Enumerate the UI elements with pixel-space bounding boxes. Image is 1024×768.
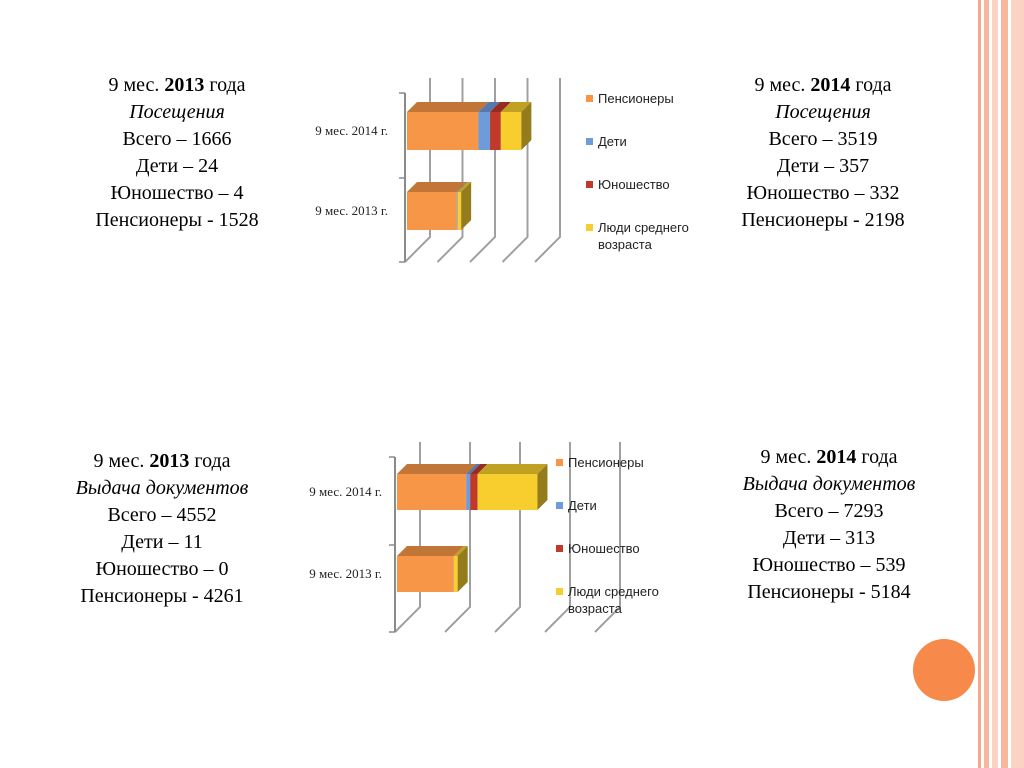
bar-top-3 — [453, 546, 468, 556]
category-label: 9 мес. 2013 г. — [309, 566, 382, 581]
legend-label: Юношество — [598, 177, 670, 192]
documents-2014-total: Всего – 7293 — [774, 500, 884, 522]
bar-2013-series-0 — [407, 192, 457, 230]
visits-2013-summary: 9 мес. 2013 года Посещения Всего – 1666 … — [62, 72, 292, 234]
visits-2013-children: Дети – 24 — [135, 155, 219, 177]
legend-swatch — [556, 588, 563, 595]
bar-top-0 — [407, 182, 467, 192]
bar-top-2 — [457, 182, 468, 192]
visits-2013-period: 9 мес. 2013 года — [108, 74, 246, 96]
bar-top-2 — [490, 102, 511, 112]
category-label: 9 мес. 2014 г. — [309, 484, 382, 499]
bar-2014-series-1 — [478, 112, 491, 150]
gridline — [534, 78, 561, 263]
documents-2013-period: 9 мес. 2013 года — [93, 450, 231, 472]
bar-2014-series-1 — [466, 474, 471, 510]
visits-2013-subtitle: Посещения — [129, 101, 225, 123]
documents-2014-children: Дети – 313 — [782, 527, 876, 549]
gridline — [544, 442, 571, 633]
documents-2014-subtitle: Выдача документов — [742, 473, 916, 495]
documents-bar-chart: 9 мес. 2014 г. 9 мес. 2013 г. — [309, 442, 621, 633]
bar-2013-series-0 — [397, 556, 454, 592]
documents-2013-pensioners: Пенсионеры - 4261 — [80, 585, 244, 607]
frame-stripe-2 — [984, 0, 989, 768]
legend-label: Юношество — [568, 541, 640, 556]
bar-2013-series-3 — [457, 192, 462, 230]
bar-top-0 — [407, 102, 489, 112]
legend-label: Пенсионеры — [598, 91, 674, 106]
bar-top-1 — [478, 102, 501, 112]
bar-side — [537, 464, 548, 510]
visits-2014-youth: Юношество – 332 — [746, 182, 900, 204]
bar-side — [457, 546, 468, 592]
legend-label: Дети — [568, 498, 597, 513]
legend-swatch — [586, 138, 593, 145]
bar-2014-series-0 — [397, 474, 467, 510]
gridline — [594, 442, 621, 633]
category-label: 9 мес. 2014 г. — [315, 123, 388, 138]
bar-2013-series-3 — [453, 556, 458, 592]
legend-swatch — [586, 181, 593, 188]
visits-chart-legend: Пенсионеры Дети Юношество Люди среднего воз… — [586, 90, 736, 270]
category-label: 9 мес. 2013 г. — [315, 203, 388, 218]
documents-2013-summary: 9 мес. 2013 года Выдача документов Всего… — [47, 448, 277, 610]
legend-swatch — [556, 459, 563, 466]
legend-label: Дети — [598, 134, 627, 149]
bar-2013-series-1 — [456, 192, 458, 230]
visits-2014-summary: 9 мес. 2014 года Посещения Всего – 3519 … — [708, 72, 938, 234]
frame-stripe-5 — [1011, 0, 1024, 768]
bar-2014-series-3 — [477, 474, 538, 510]
bar-side — [461, 182, 472, 230]
documents-2014-period: 9 мес. 2014 года — [760, 446, 898, 468]
bar-2014-series-2 — [470, 474, 478, 510]
bar-top-2 — [470, 464, 488, 474]
bar-2014-series-3 — [500, 112, 522, 150]
bar-top-3 — [477, 464, 548, 474]
visits-bar-chart: 9 мес. 2014 г. 9 мес. 2013 г. — [315, 78, 561, 263]
visits-2014-pensioners: Пенсионеры - 2198 — [741, 209, 905, 231]
documents-2013-subtitle: Выдача документов — [75, 477, 249, 499]
visits-2014-children: Дети – 357 — [776, 155, 870, 177]
decorative-circle — [913, 639, 975, 701]
bar-top-0 — [397, 546, 464, 556]
documents-2014-summary: 9 мес. 2014 года Выдача документов Всего… — [714, 444, 944, 606]
legend-label: Люди среднего возраста — [568, 584, 659, 616]
frame-stripe-3 — [992, 0, 998, 768]
legend-label: Люди среднего возраста — [598, 220, 689, 252]
documents-2013-total: Всего – 4552 — [107, 504, 217, 526]
legend-swatch — [556, 502, 563, 509]
bar-top-1 — [456, 182, 468, 192]
bar-top-3 — [500, 102, 532, 112]
legend-swatch — [556, 545, 563, 552]
bar-side — [521, 102, 532, 150]
visits-2013-total: Всего – 1666 — [122, 128, 232, 150]
documents-chart-legend: Пенсионеры Дети Юношество Люди среднего воз… — [556, 454, 706, 634]
frame-stripe-1 — [978, 0, 981, 768]
bar-top-1 — [466, 464, 481, 474]
visits-2013-pensioners: Пенсионеры - 1528 — [95, 209, 259, 231]
documents-2014-youth: Юношество – 539 — [752, 554, 906, 576]
documents-2013-youth: Юношество – 0 — [95, 558, 229, 580]
bar-top-0 — [397, 464, 477, 474]
bar-2014-series-2 — [490, 112, 501, 150]
bar-top-3 — [457, 182, 472, 192]
documents-2014-pensioners: Пенсионеры - 5184 — [747, 581, 911, 603]
frame-stripe-4 — [1001, 0, 1008, 768]
legend-swatch — [586, 224, 593, 231]
bar-top-1 — [453, 546, 464, 556]
visits-2014-subtitle: Посещения — [775, 101, 871, 123]
visits-2013-youth: Юношество – 4 — [110, 182, 244, 204]
visits-2014-total: Всего – 3519 — [768, 128, 878, 150]
documents-2013-children: Дети – 11 — [121, 531, 203, 553]
legend-label: Пенсионеры — [568, 455, 644, 470]
legend-swatch — [586, 95, 593, 102]
bar-2014-series-0 — [407, 112, 479, 150]
visits-2014-period: 9 мес. 2014 года — [754, 74, 892, 96]
